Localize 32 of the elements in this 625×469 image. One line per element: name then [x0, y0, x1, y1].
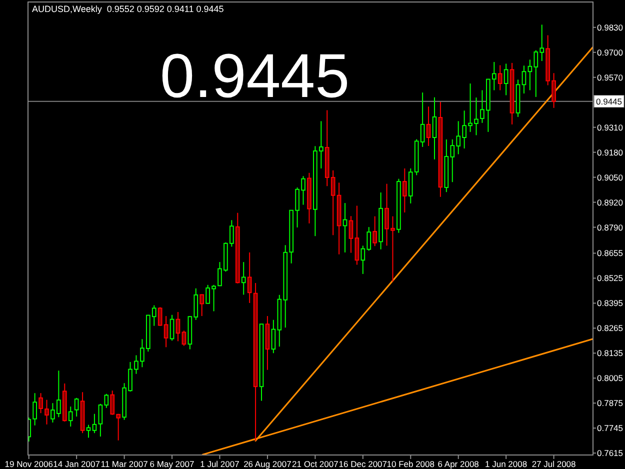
y-tick-label: 0.8265: [597, 323, 624, 334]
y-tick-label: 0.8920: [597, 197, 624, 208]
y-tick-label: 0.8005: [597, 373, 624, 384]
y-tick-label: 0.9180: [597, 147, 624, 158]
x-tick-label: 21 Oct 2007: [292, 459, 339, 469]
y-tick-label: 0.8655: [597, 248, 624, 258]
x-tick-label: 1 Jul 2007: [200, 459, 240, 469]
x-tick-label: 27 Jul 2008: [532, 459, 576, 469]
annotation: 0.9445: [160, 42, 350, 111]
x-tick-label: 6 Apr 2008: [438, 459, 480, 469]
x-tick-label: 14 Jan 2007: [53, 459, 100, 469]
chart-title: AUDUSD,Weekly 0.9552 0.9592 0.9411 0.9445: [32, 4, 224, 14]
y-tick-label: 0.9570: [597, 72, 624, 82]
y-tick-label: 0.9830: [597, 22, 624, 32]
y-tick-label: 0.8790: [597, 222, 624, 232]
y-tick-label: 0.8395: [597, 298, 624, 308]
y-tick-label: 0.8525: [597, 273, 624, 284]
y-tick-label: 0.7615: [597, 448, 624, 458]
x-tick-label: 16 Dec 2007: [338, 459, 388, 469]
y-tick-label: 0.9050: [597, 172, 624, 182]
y-tick-label: 0.7745: [597, 423, 624, 434]
x-tick-label: 19 Nov 2006: [4, 459, 54, 469]
x-tick-label: 1 Jun 2008: [485, 459, 528, 469]
y-tick-label: 0.7875: [597, 398, 624, 408]
ref-line-label: 0.9445: [596, 96, 622, 106]
y-tick-label: 0.9310: [597, 122, 624, 132]
x-tick-label: 26 Aug 2007: [244, 459, 292, 469]
x-tick-label: 10 Feb 2008: [386, 459, 435, 469]
x-tick-label: 11 Mar 2007: [100, 459, 148, 469]
y-tick-label: 0.9700: [597, 47, 624, 58]
y-tick-label: 0.8135: [597, 348, 624, 358]
x-tick-label: 6 May 2007: [150, 459, 194, 469]
